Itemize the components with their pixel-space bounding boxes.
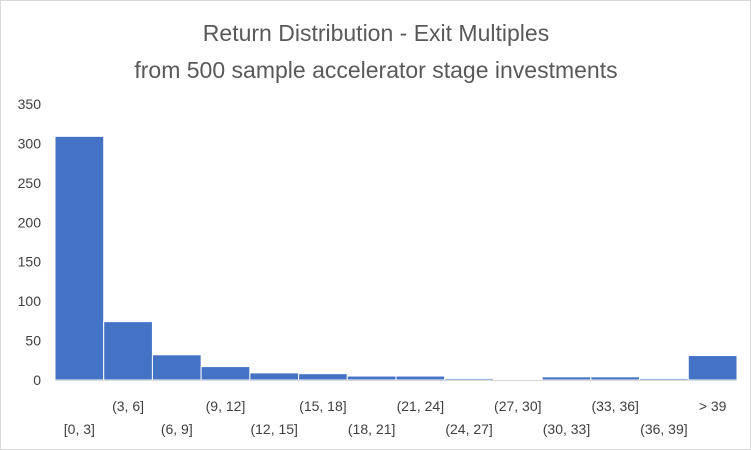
- x-tick-label: (30, 33]: [543, 421, 590, 437]
- x-axis: [0, 3] (3, 6] (6, 9] (9, 12](12, 15](15, 18…: [64, 398, 727, 437]
- histogram-bar: [151, 354, 202, 381]
- chart-subtitle: from 500 sample accelerator stage invest…: [134, 57, 617, 83]
- histogram-bar: [395, 375, 446, 381]
- histogram-bar: [687, 355, 738, 381]
- histogram-bar: [200, 366, 251, 381]
- x-tick-label: (33, 36]: [591, 398, 638, 414]
- bars-group: [54, 135, 738, 381]
- x-tick-label: (6, 9]: [161, 421, 193, 437]
- histogram-bar: [590, 376, 641, 381]
- x-tick-label: (9, 12]: [206, 398, 246, 414]
- x-tick-label: (24, 27]: [445, 421, 492, 437]
- histogram-bar: [103, 321, 153, 381]
- histogram-bar: [298, 373, 348, 381]
- x-tick-label: (36, 39]: [640, 421, 687, 437]
- y-tick-label: 150: [18, 254, 42, 270]
- histogram-bar: [54, 135, 105, 381]
- y-tick-label: 250: [18, 175, 42, 191]
- histogram-bar: [639, 377, 689, 381]
- x-tick-label: [0, 3]: [64, 421, 95, 437]
- x-tick-label: (15, 18]: [299, 398, 346, 414]
- histogram-bar: [444, 377, 494, 381]
- y-tick-label: 350: [18, 96, 42, 112]
- y-tick-label: 100: [18, 293, 42, 309]
- x-tick-label: (27, 30]: [494, 398, 541, 414]
- x-tick-label: (12, 15]: [250, 421, 297, 437]
- x-tick-label: (18, 21]: [348, 421, 395, 437]
- histogram-bar: [346, 375, 397, 381]
- histogram-bar: [249, 372, 300, 381]
- x-tick-label: > 39: [699, 398, 727, 414]
- y-tick-label: 200: [18, 214, 42, 230]
- x-tick-label: (21, 24]: [397, 398, 444, 414]
- x-tick-label: (3, 6]: [112, 398, 144, 414]
- y-tick-label: 0: [33, 372, 41, 388]
- chart-title: Return Distribution - Exit Multiples: [203, 20, 549, 46]
- histogram-bar: [541, 376, 592, 381]
- y-tick-label: 300: [18, 135, 42, 151]
- y-tick-label: 50: [25, 333, 41, 349]
- y-axis: 0 50 100 150 200 250 300 350: [18, 96, 42, 388]
